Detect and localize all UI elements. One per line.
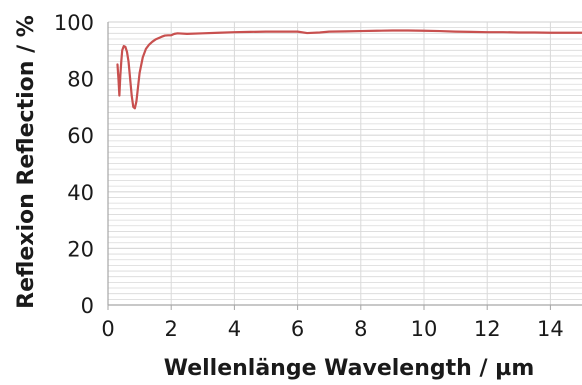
x-tick-label: 4 xyxy=(228,317,241,341)
axis-layer xyxy=(107,22,582,310)
y-tick-label: 40 xyxy=(67,181,94,205)
x-tick-label: 8 xyxy=(354,317,367,341)
y-tick-label: 0 xyxy=(81,294,94,318)
x-tick-label: 14 xyxy=(537,317,564,341)
x-tick-label: 10 xyxy=(411,317,438,341)
x-tick-label: 2 xyxy=(165,317,178,341)
y-tick-label: 20 xyxy=(67,237,94,261)
y-tick-label: 80 xyxy=(67,68,94,92)
x-axis-title: Wellenlänge Wavelength / µm xyxy=(164,356,535,381)
y-tick-label: 60 xyxy=(67,124,94,148)
x-tick-label: 6 xyxy=(291,317,304,341)
grid-layer xyxy=(108,21,582,305)
tick-labels: 0 2 4 6 8 10 12 14 0 20 40 60 80 100 xyxy=(54,11,564,341)
x-tick-label: 12 xyxy=(474,317,501,341)
series-layer xyxy=(116,29,582,110)
x-tick-label: 0 xyxy=(101,317,114,341)
y-tick-label: 100 xyxy=(54,11,94,35)
reflection-series-line xyxy=(116,29,582,110)
y-axis-title: Reflexion Reflection / % xyxy=(14,15,39,309)
